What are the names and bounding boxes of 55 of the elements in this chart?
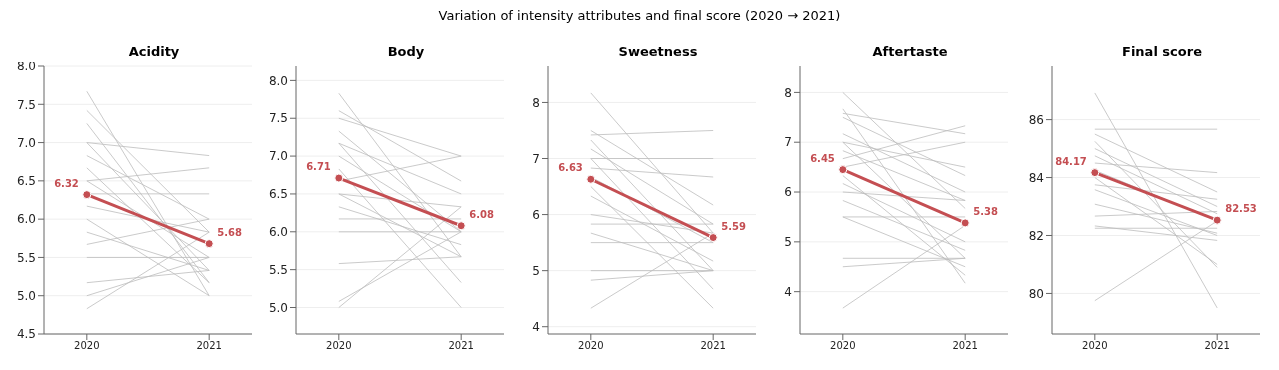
y-tick-label: 7.0 <box>16 135 36 150</box>
y-tick-label: 5.5 <box>268 262 288 277</box>
data-label: 84.17 <box>1055 155 1087 167</box>
y-tick-label: 82 <box>1028 228 1044 243</box>
y-tick-label: 5.0 <box>268 300 288 315</box>
x-tick-label: 2021 <box>196 340 222 352</box>
y-tick-label: 8 <box>784 85 792 100</box>
x-tick-label: 2020 <box>326 340 352 352</box>
data-label: 5.38 <box>973 205 998 217</box>
y-tick-label: 80 <box>1028 286 1044 301</box>
x-tick-label: 2020 <box>1082 340 1108 352</box>
x-tick-label: 2020 <box>578 340 604 352</box>
y-tick-label: 6 <box>784 185 792 200</box>
x-tick-label: 2020 <box>830 340 856 352</box>
y-tick-label: 86 <box>1028 112 1044 127</box>
data-label: 82.53 <box>1225 203 1257 215</box>
x-tick-label: 2020 <box>74 340 100 352</box>
x-tick-label: 2021 <box>700 340 726 352</box>
y-tick-label: 6.5 <box>268 187 288 202</box>
y-tick-label: 7.0 <box>268 149 288 164</box>
data-label: 6.63 <box>558 162 583 174</box>
data-label: 5.59 <box>721 220 746 232</box>
y-tick-label: 7 <box>532 151 540 166</box>
y-tick-label: 4.5 <box>16 327 36 342</box>
y-tick-label: 8 <box>532 95 540 110</box>
chart-title: Acidity <box>127 44 180 61</box>
x-tick-label: 2021 <box>1204 340 1230 352</box>
x-tick-label: 2021 <box>952 340 978 352</box>
y-tick-label: 8.0 <box>16 59 36 74</box>
y-tick-label: 7 <box>784 135 792 150</box>
data-label: 5.68 <box>217 226 242 238</box>
y-tick-label: 6 <box>532 207 540 222</box>
y-tick-label: 6.0 <box>268 225 288 240</box>
y-tick-label: 4 <box>532 319 540 334</box>
y-tick-label: 84 <box>1028 170 1044 185</box>
y-tick-label: 5 <box>784 235 792 250</box>
text: Variation of intensity attributes and final score (2020 → 2021) <box>437 8 842 25</box>
y-tick-label: 6.5 <box>16 174 36 189</box>
data-label: 6.45 <box>810 152 835 164</box>
y-tick-label: 4 <box>784 284 792 299</box>
y-tick-label: 5.0 <box>16 288 36 303</box>
data-label: 6.71 <box>306 161 331 173</box>
chart-title: Aftertaste <box>871 44 948 61</box>
y-tick-label: 8.0 <box>268 73 288 88</box>
y-tick-label: 7.5 <box>16 97 36 112</box>
chart-title: Final score <box>1121 44 1202 61</box>
data-label: 6.08 <box>469 208 494 220</box>
y-tick-label: 5.5 <box>16 250 36 265</box>
chart-title: Sweetness <box>617 44 698 61</box>
y-tick-label: 7.5 <box>268 111 288 126</box>
data-label: 6.32 <box>54 177 79 189</box>
y-tick-label: 5 <box>532 263 540 278</box>
x-tick-label: 2021 <box>448 340 474 352</box>
y-tick-label: 6.0 <box>16 212 36 227</box>
chart-title: Body <box>386 44 425 61</box>
